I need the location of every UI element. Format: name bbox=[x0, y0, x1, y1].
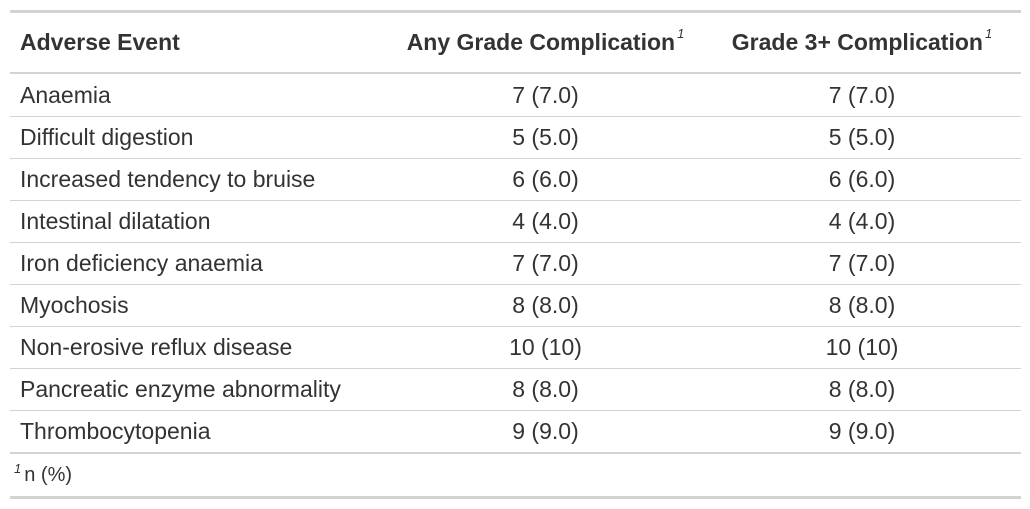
cell-any-grade: 6 (6.0) bbox=[388, 158, 703, 201]
cell-event: Non-erosive reflux disease bbox=[10, 326, 388, 369]
table-header: Adverse Event Any Grade Complication 1 Gr… bbox=[10, 11, 1021, 74]
cell-any-grade: 8 (8.0) bbox=[388, 284, 703, 327]
cell-event: Pancreatic enzyme abnormality bbox=[10, 368, 388, 411]
cell-any-grade: 9 (9.0) bbox=[388, 410, 703, 454]
table-row: Intestinal dilatation 4 (4.0) 4 (4.0) bbox=[10, 200, 1021, 243]
cell-event: Anaemia bbox=[20, 81, 111, 108]
cell-event: Myochosis bbox=[10, 284, 388, 327]
adverse-events-table-container: Adverse Event Any Grade Complication 1 Gr… bbox=[10, 10, 1021, 499]
cell-any-grade: 7 (7.0) bbox=[512, 81, 579, 108]
adverse-events-table: Adverse Event Any Grade Complication 1 Gr… bbox=[10, 10, 1021, 499]
cell-grade3plus: 6 (6.0) bbox=[703, 158, 1021, 201]
cell-grade3plus: 7 (7.0) bbox=[703, 242, 1021, 285]
cell-any-grade: 7 (7.0) bbox=[388, 242, 703, 285]
header-any-grade: Any Grade Complication 1 bbox=[388, 11, 703, 74]
table-row: Non-erosive reflux disease 10 (10) 10 (1… bbox=[10, 326, 1021, 369]
cell-event: Increased tendency to bruise bbox=[10, 158, 388, 201]
footnote-mark: 1 bbox=[14, 460, 22, 476]
cell-grade3plus: 5 (5.0) bbox=[703, 116, 1021, 159]
cell-any-grade: 4 (4.0) bbox=[388, 200, 703, 243]
cell-grade3plus: 4 (4.0) bbox=[703, 200, 1021, 243]
header-grade3plus-label: Grade 3+ Complication bbox=[731, 29, 983, 55]
cell-any-grade: 8 (8.0) bbox=[388, 368, 703, 411]
cell-any-grade: 5 (5.0) bbox=[388, 116, 703, 159]
cell-event: Intestinal dilatation bbox=[10, 200, 388, 243]
table-row: Difficult digestion 5 (5.0) 5 (5.0) bbox=[10, 116, 1021, 159]
cell-event: Thrombocytopenia bbox=[10, 410, 388, 454]
header-any-grade-label: Any Grade Complication bbox=[406, 29, 676, 55]
footnote-text: n (%) bbox=[24, 463, 73, 486]
cell-grade3plus: 8 (8.0) bbox=[703, 284, 1021, 327]
header-grade3plus: Grade 3+ Complication 1 bbox=[703, 11, 1021, 74]
header-row: Adverse Event Any Grade Complication 1 Gr… bbox=[10, 11, 1021, 74]
cell-grade3plus: 9 (9.0) bbox=[703, 410, 1021, 454]
table-row: Myochosis 8 (8.0) 8 (8.0) bbox=[10, 284, 1021, 327]
header-adverse-event: Adverse Event bbox=[10, 11, 388, 74]
cell-grade3plus: 10 (10) bbox=[703, 326, 1021, 369]
header-adverse-event-label: Adverse Event bbox=[20, 29, 180, 55]
table-row: Anaemia 7 (7.0) 7 (7.0) bbox=[10, 73, 1021, 117]
table-row: Pancreatic enzyme abnormality 8 (8.0) 8 … bbox=[10, 368, 1021, 411]
table-row: Thrombocytopenia 9 (9.0) 9 (9.0) bbox=[10, 410, 1021, 454]
cell-event: Difficult digestion bbox=[10, 116, 388, 159]
cell-grade3plus: 8 (8.0) bbox=[703, 368, 1021, 411]
header-grade3plus-footnote-mark: 1 bbox=[984, 26, 993, 41]
table-body: Anaemia 7 (7.0) 7 (7.0) Difficult digest… bbox=[10, 73, 1021, 454]
cell-event: Iron deficiency anaemia bbox=[10, 242, 388, 285]
cell-any-grade: 10 (10) bbox=[388, 326, 703, 369]
table-row: Iron deficiency anaemia 7 (7.0) 7 (7.0) bbox=[10, 242, 1021, 285]
table-row: Increased tendency to bruise 6 (6.0) 6 (… bbox=[10, 158, 1021, 201]
cell-grade3plus: 7 (7.0) bbox=[828, 81, 896, 108]
header-any-grade-footnote-mark: 1 bbox=[677, 26, 685, 41]
